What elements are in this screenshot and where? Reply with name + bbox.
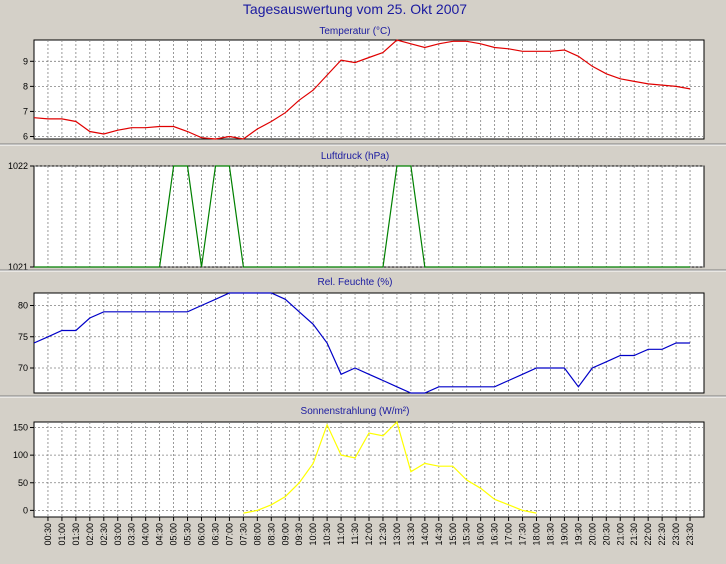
x-tick-label: 20:00 [587,523,597,546]
y-tick-label: 100 [13,450,28,460]
panel-1: 6 7 8 9 Temperatur (°C) [0,26,726,146]
x-tick-label: 20:30 [601,523,611,546]
y-tick-label: 6 [23,131,28,141]
x-tick-label: 08:00 [252,523,262,546]
x-tick-label: 01:30 [71,523,81,546]
x-tick-label: 18:30 [545,523,555,546]
panel-title: Rel. Feuchte (%) [317,277,392,288]
x-tick-label: 14:00 [420,523,430,546]
panel-title: Sonnenstrahlung (W/m²) [301,406,410,417]
panel-3: 70 75 80 Rel. Feuchte (%) [0,277,726,398]
x-tick-label: 07:00 [224,523,234,546]
y-tick-label: 70 [18,363,28,373]
x-tick-label: 19:00 [559,523,569,546]
x-tick-label: 02:00 [85,523,95,546]
x-tick-label: 03:00 [113,523,123,546]
y-tick-label: 9 [23,56,28,66]
x-tick-label: 22:00 [643,523,653,546]
x-tick-label: 12:00 [364,523,374,546]
x-tick-label: 04:30 [155,523,165,546]
x-tick-label: 09:30 [294,523,304,546]
chart-title: Tagesauswertung vom 25. Okt 2007 [243,1,467,17]
y-tick-label: 150 [13,423,28,433]
series-line [243,421,537,514]
x-tick-label: 12:30 [378,523,388,546]
x-tick-label: 11:30 [350,523,360,545]
x-tick-label: 06:30 [210,523,220,546]
y-tick-label: 0 [23,505,28,515]
x-tick-label: 09:00 [280,523,290,546]
panel-4: 0 50 100 150 Sonnenstrahlung (W/m²) [13,406,705,518]
x-tick-label: 05:00 [169,523,179,546]
series-line [34,39,691,140]
x-tick-label: 15:00 [448,523,458,546]
x-tick-label: 13:00 [392,523,402,546]
x-tick-label: 07:30 [238,523,248,546]
x-tick-label: 21:00 [615,523,625,546]
x-axis: 00:30 01:00 01:30 02:00 02:30 03:00 03:30 04:00… [43,517,695,546]
y-tick-label: 80 [18,301,28,311]
x-tick-label: 16:30 [490,523,500,546]
y-tick-label: 1021 [8,262,28,272]
y-tick-label: 50 [18,478,28,488]
x-tick-label: 06:00 [197,523,207,546]
x-tick-label: 14:30 [434,523,444,546]
x-tick-label: 18:00 [532,523,542,546]
chart-panels: 6 7 8 9 Temperatur (°C) 1021 1022 Luftdruck (hP… [0,26,726,518]
x-tick-label: 22:30 [657,523,667,546]
x-tick-label: 16:00 [476,523,486,546]
series-line [34,292,690,394]
x-tick-label: 11:00 [336,523,346,545]
series-line [34,165,690,268]
panel-title: Temperatur (°C) [319,26,390,37]
x-tick-label: 03:30 [127,523,137,546]
y-tick-label: 7 [23,106,28,116]
x-tick-label: 23:00 [671,523,681,546]
x-tick-label: 02:30 [99,523,109,546]
panel-title: Luftdruck (hPa) [321,151,389,162]
x-tick-label: 08:30 [266,523,276,546]
x-tick-label: 17:00 [504,523,514,546]
y-tick-label: 75 [18,332,28,342]
x-tick-label: 17:30 [518,523,528,546]
x-tick-label: 10:00 [308,523,318,546]
x-tick-label: 13:30 [406,523,416,546]
y-tick-label: 8 [23,81,28,91]
x-tick-label: 15:30 [462,523,472,546]
x-tick-label: 10:30 [322,523,332,546]
x-tick-label: 05:30 [183,523,193,546]
x-tick-label: 00:30 [43,523,53,546]
y-tick-label: 1022 [8,161,28,171]
x-tick-label: 21:30 [629,523,639,546]
x-tick-label: 04:00 [141,523,151,546]
panel-2: 1021 1022 Luftdruck (hPa) [0,151,726,272]
x-tick-label: 01:00 [57,523,67,546]
x-tick-label: 23:30 [685,523,695,546]
x-tick-label: 19:30 [573,523,583,546]
